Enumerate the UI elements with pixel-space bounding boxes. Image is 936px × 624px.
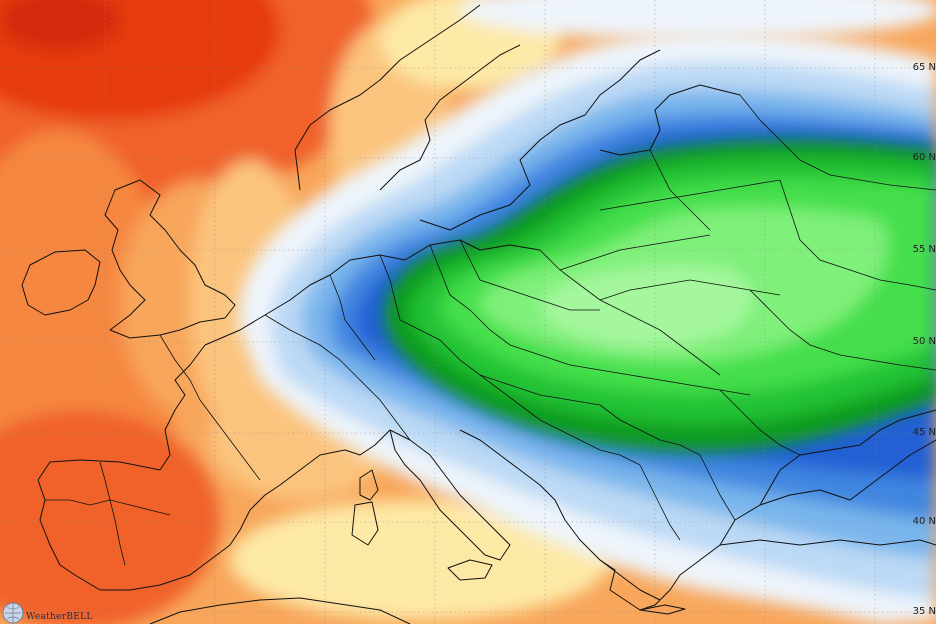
med-coast	[279, 429, 391, 486]
norway-coast	[294, 4, 481, 191]
sweden-coast	[379, 44, 521, 191]
italy-coast	[389, 429, 511, 561]
lat-label-40: 40 N	[912, 516, 936, 527]
weatherbell-logo: WeatherBELL	[2, 602, 93, 624]
lat-label-45: 45 N	[912, 427, 936, 438]
balkans-coast	[459, 429, 661, 601]
iberia-coast	[37, 459, 281, 591]
black-sea-coast	[734, 439, 936, 521]
north-africa-coast	[149, 597, 411, 624]
france-coast	[159, 344, 206, 471]
continent-north-coast	[204, 239, 541, 346]
britain-coast	[104, 179, 236, 339]
greece-coast	[599, 519, 736, 611]
logo-text: WeatherBELL	[26, 612, 93, 622]
ireland-coast	[21, 249, 101, 316]
baltic-coast	[419, 49, 661, 231]
lat-label-60: 60 N	[912, 152, 936, 163]
lat-label-65: 65 N	[912, 62, 936, 73]
lat-label-55: 55 N	[912, 244, 936, 255]
turkey-coast	[719, 539, 936, 546]
country-borders	[45, 94, 936, 566]
cold-anomaly-core	[384, 140, 936, 452]
coastlines	[21, 4, 936, 624]
globe-icon	[2, 602, 24, 624]
finland-coast	[599, 84, 741, 156]
lat-label-50: 50 N	[912, 336, 936, 347]
lat-label-35: 35 N	[912, 606, 936, 617]
